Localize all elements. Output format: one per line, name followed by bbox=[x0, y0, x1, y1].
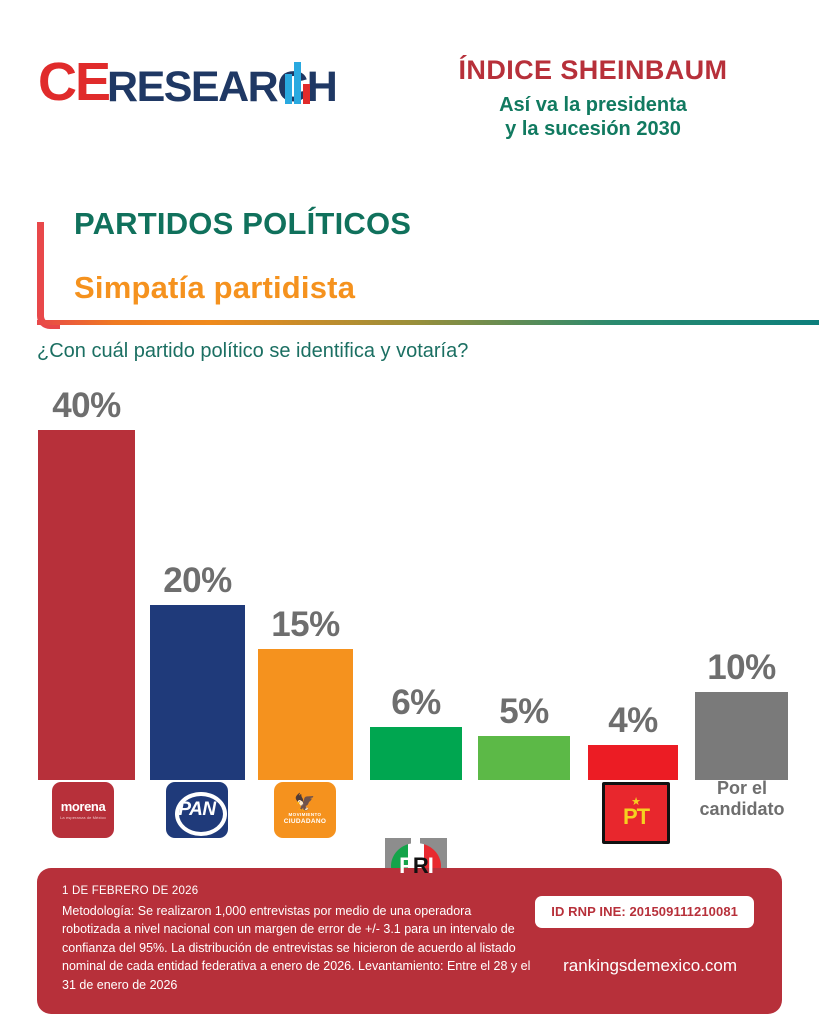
footer-methodology: Metodología: Se realizaron 1,000 entrevi… bbox=[62, 904, 531, 992]
section-bracket-accent bbox=[37, 222, 60, 329]
bar-value-label: 5% bbox=[499, 692, 549, 731]
bar-group: 15% bbox=[258, 601, 353, 780]
eagle-icon: 🦅 bbox=[294, 793, 316, 813]
index-title: ÍNDICE SHEINBAUM bbox=[458, 55, 728, 85]
pan-ring-icon bbox=[175, 792, 227, 836]
bar-value-label: 20% bbox=[163, 561, 232, 600]
bar-pri bbox=[370, 727, 462, 780]
mc-logo-line1: MOVIMIENTO bbox=[288, 812, 322, 818]
pt-logo: ★ PT bbox=[602, 782, 670, 844]
bar-group: 40% bbox=[38, 382, 135, 780]
bar-group: 6% bbox=[370, 679, 462, 780]
gradient-divider bbox=[37, 320, 819, 325]
mc-logo-line2: CIUDADANO bbox=[283, 818, 327, 826]
index-subtitle-line2: y la sucesión 2030 bbox=[505, 118, 681, 141]
bar-value-label: 10% bbox=[707, 648, 776, 687]
bar-value-label: 6% bbox=[391, 683, 441, 722]
footer-date: 1 DE FEBRERO DE 2026 bbox=[62, 885, 199, 897]
bar-por-el-candidato bbox=[695, 692, 788, 780]
candidate-label-line2: candidato bbox=[699, 798, 785, 819]
pri-white-stripe bbox=[411, 838, 420, 894]
movimiento-ciudadano-logo: 🦅 MOVIMIENTO CIUDADANO bbox=[274, 782, 336, 838]
website-link[interactable]: rankingsdemexico.com bbox=[563, 956, 737, 975]
candidate-label-line1: Por el bbox=[716, 778, 768, 798]
footer-panel: 1 DE FEBRERO DE 2026 Metodología: Se rea… bbox=[37, 868, 782, 1014]
bar-value-label: 40% bbox=[52, 386, 121, 425]
header-titles: ÍNDICE SHEINBAUM Así va la presidenta y … bbox=[403, 55, 783, 141]
candidate-label: Por el candidato bbox=[682, 778, 802, 819]
party-logos-row: morena La esperanza de México PAN 🦅 MOVI… bbox=[0, 778, 819, 950]
bar-pt bbox=[588, 745, 678, 780]
pan-logo-name: PAN bbox=[178, 799, 216, 820]
index-subtitle-line1: Así va la presidenta bbox=[499, 93, 687, 116]
morena-logo-name: morena bbox=[60, 799, 106, 814]
bar-pan bbox=[150, 605, 245, 780]
bar-chart-icon bbox=[285, 62, 311, 104]
bar-chart: 40% 20% 15% 6% 5% 4% 10% bbox=[0, 386, 819, 780]
bar-partido-verde bbox=[478, 736, 570, 780]
morena-logo-tagline: La esperanza de México bbox=[60, 815, 106, 820]
section-subtitle: Simpatía partidista bbox=[74, 270, 356, 305]
logo-ce-text: CE bbox=[38, 52, 111, 112]
rnp-id-text: ID RNP INE: 201509111210081 bbox=[551, 904, 738, 919]
pri-logo-name: PRI bbox=[399, 853, 434, 878]
bar-group: 5% bbox=[478, 688, 570, 780]
bar-group: 20% bbox=[150, 557, 245, 780]
survey-question: ¿Con cuál partido político se identifica… bbox=[37, 340, 469, 362]
rnp-id-badge: ID RNP INE: 201509111210081 bbox=[535, 896, 754, 928]
bar-group: 4% bbox=[588, 697, 678, 780]
bar-value-label: 15% bbox=[271, 605, 340, 644]
section-title: PARTIDOS POLÍTICOS bbox=[74, 206, 412, 241]
bar-group: 10% bbox=[695, 644, 788, 780]
pt-logo-name: PT bbox=[622, 804, 650, 830]
bar-morena bbox=[38, 430, 135, 780]
star-icon: ★ bbox=[631, 795, 641, 808]
bar-value-label: 4% bbox=[608, 701, 658, 740]
bar-movimiento-ciudadano bbox=[258, 649, 353, 780]
pan-logo: PAN bbox=[166, 782, 228, 838]
morena-logo: morena La esperanza de México bbox=[52, 782, 114, 838]
